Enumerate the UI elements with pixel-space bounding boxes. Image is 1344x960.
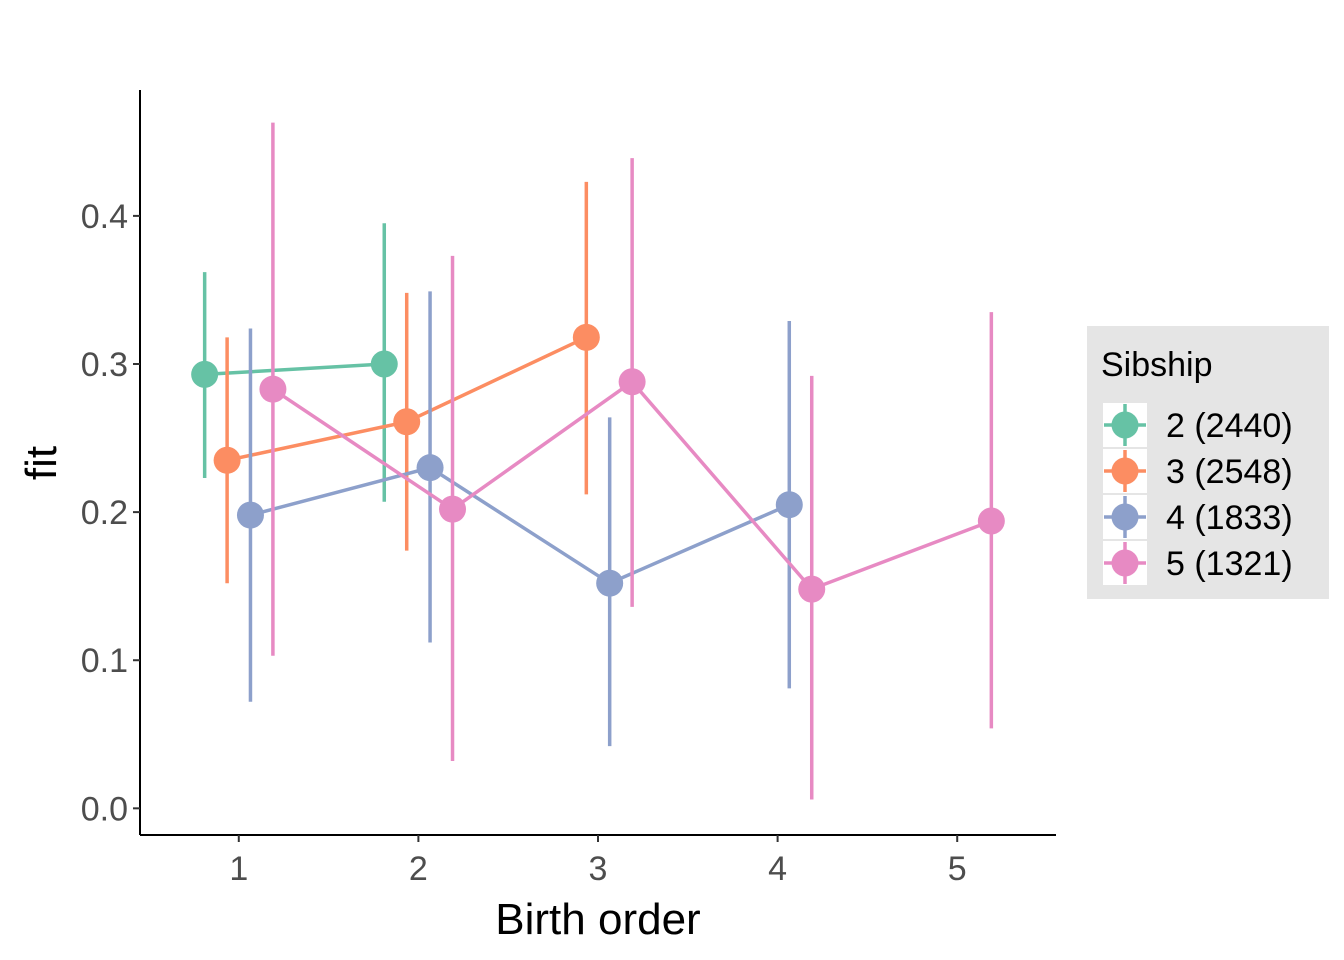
data-point bbox=[596, 569, 624, 597]
x-axis-title: Birth order bbox=[495, 895, 700, 944]
legend-key-point bbox=[1111, 411, 1139, 439]
series-4 bbox=[259, 122, 1005, 800]
legend-title: Sibship bbox=[1101, 346, 1213, 384]
legend-label: 3 (2548) bbox=[1166, 453, 1293, 491]
legend: Sibship 2 (2440) 3 (2548) 4 (1833) 5 (1321) bbox=[1087, 326, 1329, 599]
data-point bbox=[393, 408, 421, 436]
y-tick-label: 0.3 bbox=[81, 346, 128, 384]
x-tick-label: 2 bbox=[409, 850, 428, 888]
series-2 bbox=[213, 181, 600, 584]
legend-label: 2 (2440) bbox=[1166, 407, 1293, 445]
data-point bbox=[236, 501, 264, 529]
x-tick-label: 5 bbox=[948, 850, 967, 888]
series-3 bbox=[236, 291, 803, 747]
data-point bbox=[572, 323, 600, 351]
data-point bbox=[977, 507, 1005, 535]
y-tick-label: 0.4 bbox=[81, 198, 128, 236]
y-axis-title: fit bbox=[17, 446, 66, 480]
x-tick-label: 1 bbox=[229, 850, 248, 888]
x-tick-label: 3 bbox=[589, 850, 608, 888]
legend-key-point bbox=[1111, 549, 1139, 577]
series-1 bbox=[191, 223, 398, 502]
y-tick-label: 0.0 bbox=[81, 790, 128, 828]
legend-label: 5 (1321) bbox=[1166, 545, 1293, 583]
x-tick-label: 4 bbox=[768, 850, 787, 888]
data-point bbox=[191, 360, 219, 388]
plot-area bbox=[191, 122, 1005, 800]
legend-key bbox=[1103, 403, 1147, 447]
data-point bbox=[775, 491, 803, 519]
data-point bbox=[213, 446, 241, 474]
data-point bbox=[618, 368, 646, 396]
data-point bbox=[798, 575, 826, 603]
y-tick-label: 0.2 bbox=[81, 494, 128, 532]
legend-key bbox=[1103, 495, 1147, 539]
legend-key bbox=[1103, 541, 1147, 585]
legend-key bbox=[1103, 449, 1147, 493]
data-point bbox=[259, 375, 287, 403]
data-point bbox=[416, 454, 444, 482]
legend-label: 4 (1833) bbox=[1166, 499, 1293, 537]
data-point bbox=[370, 350, 398, 378]
series-line bbox=[204, 362, 385, 377]
legend-key-point bbox=[1111, 457, 1139, 485]
axes: 0.0 0.1 0.2 0.3 0.4 1 2 3 4 5 bbox=[81, 90, 1056, 888]
data-point bbox=[439, 495, 467, 523]
series-line bbox=[250, 465, 791, 586]
y-tick-label: 0.1 bbox=[81, 642, 128, 680]
legend-key-point bbox=[1111, 503, 1139, 531]
